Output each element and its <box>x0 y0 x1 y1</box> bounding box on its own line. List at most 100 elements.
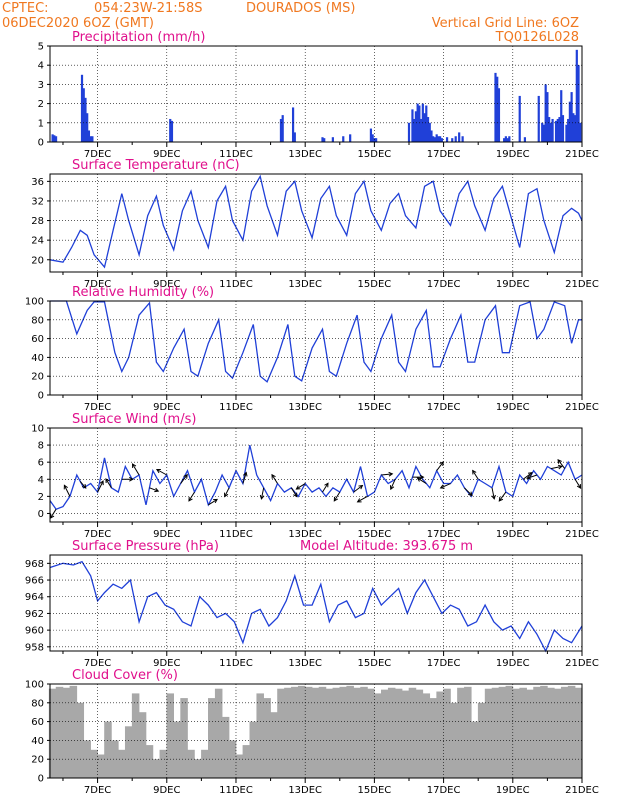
cloud-xtick-label: 21DEC <box>565 785 599 796</box>
precip-bar <box>411 109 414 142</box>
precip-title: Precipitation (mm/h) <box>72 30 205 45</box>
cloud-bar <box>297 685 306 778</box>
precip-bar <box>84 97 87 142</box>
precip-bar <box>349 134 352 142</box>
precip-bar <box>561 115 565 142</box>
wind-ytick-label: 0 <box>38 509 44 520</box>
precip-bar <box>420 118 423 142</box>
humidity-xtick-label: 11DEC <box>219 402 253 413</box>
pressure-ytick-label: 966 <box>25 576 44 587</box>
precip-bar <box>80 74 84 142</box>
cloud-bar <box>124 726 133 778</box>
temp-xtick-label: 7DEC <box>84 279 111 290</box>
wind-ytick-label: 4 <box>38 475 44 486</box>
cloud-bar <box>325 688 334 778</box>
humidity-ytick-label: 20 <box>31 372 44 383</box>
cloud-bar <box>104 721 112 778</box>
cloud-xtick-label: 15DEC <box>358 785 392 796</box>
cloud-bar <box>97 754 105 778</box>
temp-xtick-label: 17DEC <box>427 279 461 290</box>
precip-bar <box>445 137 449 142</box>
temp-xtick-label: 21DEC <box>565 279 599 290</box>
wind-arrow <box>79 481 87 489</box>
cloud-ytick-label: 80 <box>31 698 44 709</box>
precip-bar <box>560 90 563 142</box>
wind-arrow <box>97 480 104 493</box>
cloud-bar <box>367 688 375 778</box>
cloud-bar <box>374 693 382 778</box>
precip-xtick-label: 19DEC <box>496 149 530 160</box>
pressure-annotation: Model Altitude: 393.675 m <box>300 539 473 554</box>
wind-arrow <box>550 464 563 470</box>
temp-xtick-label: 15DEC <box>358 279 392 290</box>
precip-xtick-label: 17DEC <box>427 149 461 160</box>
wind-arrow <box>131 463 140 476</box>
wind-panel: Surface Wind (m/s) 0 2 4 6 8 10 7DEC 9DEC 11DEC 13… <box>31 412 599 540</box>
precip-bar <box>89 136 92 142</box>
wind-arrow <box>333 491 341 502</box>
precip-bar <box>369 128 373 142</box>
precip-ytick-label: 0 <box>38 138 44 149</box>
precip-bar <box>373 138 376 142</box>
precip-bar <box>537 95 540 142</box>
humidity-series-line <box>50 300 582 383</box>
cloud-ytick-label: 20 <box>31 755 44 766</box>
panels: Precipitation (mm/h) 0 1 2 3 4 5 7DEC 9DEC 11DEC 1… <box>25 30 599 796</box>
wind-arrow <box>63 484 71 497</box>
precip-bar <box>279 118 283 142</box>
cloud-bar <box>470 721 479 778</box>
cloud-bar <box>69 685 78 778</box>
precip-bar <box>496 76 499 142</box>
cloud-bar <box>145 745 154 778</box>
precip-bar <box>430 130 433 142</box>
precip-bar <box>425 105 428 142</box>
header-source: CPTEC: <box>2 1 49 16</box>
wind-arrow <box>224 487 230 498</box>
cloud-bar <box>484 688 493 778</box>
wind-arrow <box>491 487 496 500</box>
cloud-bar <box>477 702 486 778</box>
wind-arrow <box>322 482 329 493</box>
humidity-ytick-label: 100 <box>25 297 44 308</box>
pressure-xtick-label: 9DEC <box>153 658 180 669</box>
precip-bar <box>503 138 506 142</box>
cloud-bar <box>55 686 64 778</box>
cloud-bar <box>194 759 202 778</box>
wind-arrow <box>155 468 168 476</box>
header-coords: 054:23W-21:58S <box>94 1 202 16</box>
precip-bar <box>541 122 544 142</box>
wind-ytick-label: 6 <box>38 458 44 469</box>
wind-arrow <box>498 491 507 502</box>
cloud-bar <box>242 745 251 778</box>
precip-bar <box>573 115 577 142</box>
cloud-bar <box>574 687 583 778</box>
precip-bar <box>426 117 430 142</box>
cloud-bar <box>519 687 527 778</box>
cloud-bar <box>83 740 91 778</box>
cloud-bar <box>547 687 555 778</box>
precip-bar <box>556 118 559 142</box>
precip-bar <box>579 122 582 142</box>
precip-bar <box>575 49 578 143</box>
precip-xtick-label: 11DEC <box>219 149 253 160</box>
humidity-xtick-label: 17DEC <box>427 402 461 413</box>
precip-bar <box>551 118 554 142</box>
temp-xtick-label: 9DEC <box>153 279 180 290</box>
precip-xtick-label: 7DEC <box>84 149 111 160</box>
precip-bar <box>418 105 421 142</box>
pressure-xtick-label: 19DEC <box>496 658 530 669</box>
cloud-bar <box>353 687 361 778</box>
cloud-bar <box>429 698 437 778</box>
humidity-ytick-label: 60 <box>31 334 44 345</box>
cloud-bar <box>180 698 188 778</box>
precip-bar <box>506 138 509 142</box>
precip-bar <box>439 136 442 142</box>
header-station: DOURADOS (MS) <box>246 1 355 16</box>
humidity-title: Relative Humidity (%) <box>72 285 214 300</box>
cloud-bar <box>111 740 119 778</box>
cloud-ytick-label: 60 <box>31 717 44 728</box>
temp-title: Surface Temperature (nC) <box>72 158 240 173</box>
wind-arrow <box>242 471 248 484</box>
pressure-ytick-label: 964 <box>25 592 44 603</box>
cloud-bar <box>505 685 514 778</box>
